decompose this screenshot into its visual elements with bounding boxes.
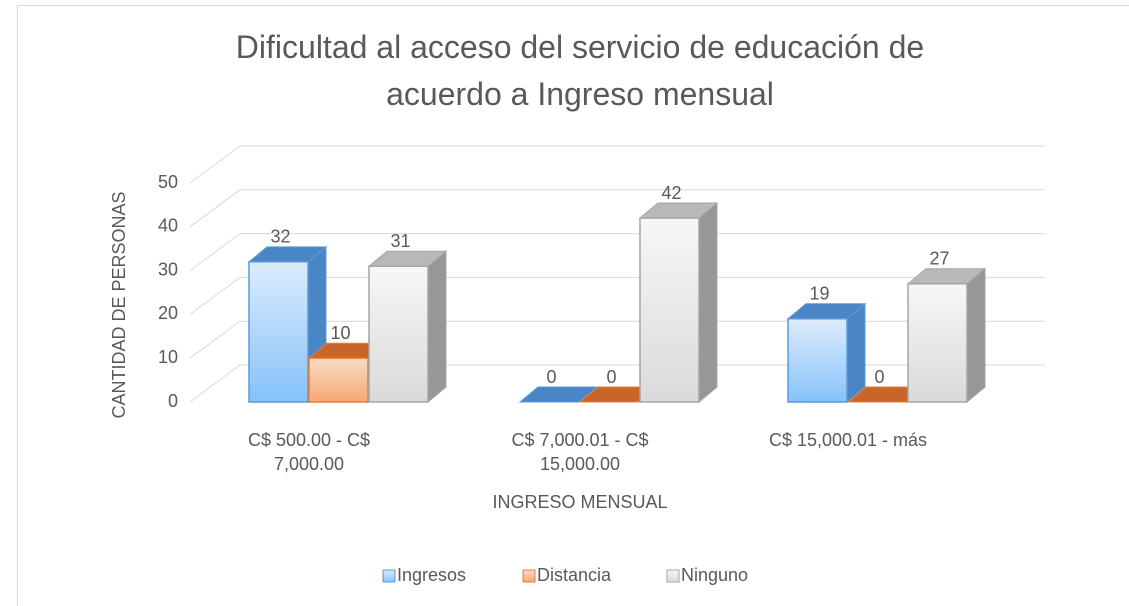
y-tick-label: 0: [168, 391, 178, 411]
bar-side: [846, 302, 866, 404]
grid-line: [189, 364, 1045, 403]
bar-side: [427, 250, 447, 404]
data-label: 0: [606, 367, 616, 387]
data-label: 31: [390, 231, 410, 251]
bar: [368, 265, 429, 403]
legend-swatch: [382, 569, 396, 583]
bar: [787, 318, 848, 403]
x-tick-label: C$ 15,000.01 - más: [768, 430, 928, 450]
legend-label: Ingresos: [397, 565, 466, 585]
bar-side: [698, 201, 718, 404]
y-tick-label: 40: [158, 216, 178, 236]
bar: [907, 282, 968, 403]
y-tick-label: 10: [158, 347, 178, 367]
data-label: 0: [546, 367, 556, 387]
bar: [639, 217, 700, 403]
grid-line: [189, 145, 1045, 184]
legend-label: Ninguno: [681, 565, 748, 585]
x-tick-label: C$ 500.00 - C$ 7,000.00: [247, 430, 371, 474]
chart-border: [17, 5, 1129, 606]
x-tick-label: C$ 7,000.01 - C$ 15,000.00: [511, 430, 649, 474]
bar: [308, 357, 369, 403]
grid-line: [189, 276, 1045, 315]
legend-swatch: [522, 569, 536, 583]
grid-line: [189, 189, 1045, 228]
data-label: 19: [809, 284, 829, 304]
bar-top: [518, 386, 599, 403]
data-label: 42: [661, 183, 681, 203]
legend-swatch: [666, 569, 680, 583]
x-axis-title: INGRESO MENSUAL: [492, 492, 667, 512]
y-tick-label: 30: [158, 259, 178, 279]
legend-label: Distancia: [537, 565, 612, 585]
data-label: 10: [330, 323, 350, 343]
grid-line: [189, 320, 1045, 359]
y-axis-title: CANTIDAD DE PERSONAS: [109, 191, 129, 418]
grid-line: [189, 233, 1045, 272]
bar-side: [966, 267, 986, 404]
chart-title: Dificultad al acceso del servicio de edu…: [236, 29, 924, 112]
data-label: 27: [929, 248, 949, 268]
data-label: 0: [874, 367, 884, 387]
bar: [248, 261, 309, 403]
y-tick-label: 20: [158, 303, 178, 323]
y-tick-label: 50: [158, 172, 178, 192]
data-label: 32: [270, 227, 290, 247]
